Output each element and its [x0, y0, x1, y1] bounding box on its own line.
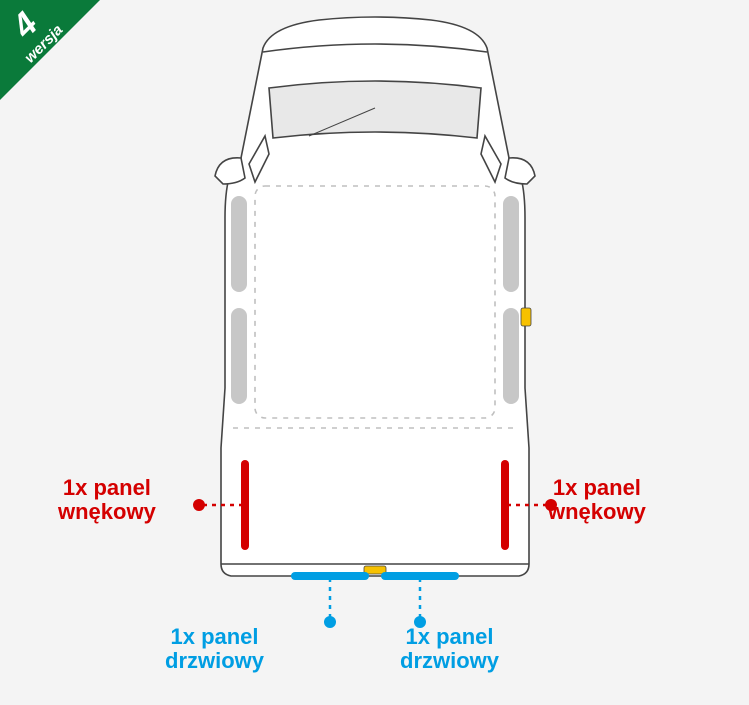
- callout-blue-right: [414, 578, 426, 628]
- label-blue-right-line1: 1x panel: [405, 624, 493, 649]
- label-blue-left: 1x panel drzwiowy: [165, 625, 264, 673]
- callout-blue-left: [324, 578, 336, 628]
- label-blue-left-line2: drzwiowy: [165, 648, 264, 673]
- label-red-left-line1: 1x panel: [63, 475, 151, 500]
- car-diagram: [185, 8, 565, 693]
- label-red-right: 1x panel wnękowy: [548, 476, 646, 524]
- label-red-left: 1x panel wnękowy: [58, 476, 156, 524]
- label-blue-right: 1x panel drzwiowy: [400, 625, 499, 673]
- version-badge: 4 wersja: [0, 0, 140, 100]
- label-blue-right-line2: drzwiowy: [400, 648, 499, 673]
- label-red-right-line2: wnękowy: [548, 499, 646, 524]
- label-red-right-line1: 1x panel: [553, 475, 641, 500]
- label-blue-left-line1: 1x panel: [170, 624, 258, 649]
- label-red-left-line2: wnękowy: [58, 499, 156, 524]
